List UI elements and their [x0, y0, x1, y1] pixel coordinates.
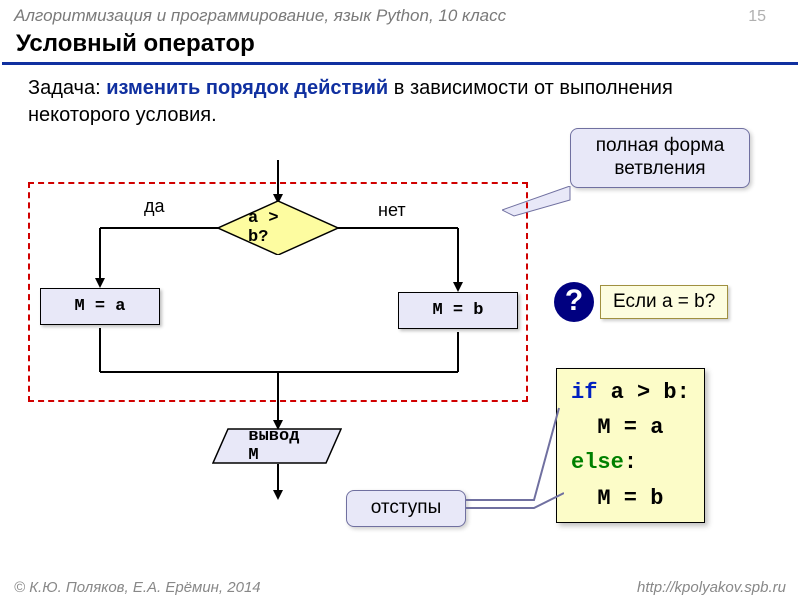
arrow-left-branch-icon [92, 222, 222, 292]
code-block: if a > b: M = a else: M = b [556, 368, 705, 523]
callout-full-form: полная форма ветвления [570, 128, 750, 188]
merge-lines-icon [92, 324, 466, 434]
header-title-main: Алгоритмизация и программирование, язык [14, 6, 376, 25]
header-title: Алгоритмизация и программирование, язык … [14, 6, 506, 26]
no-label: нет [378, 200, 406, 221]
task-highlight: изменить порядок действий [106, 77, 388, 99]
task-text: Задача: изменить порядок действий в зави… [0, 65, 800, 135]
output-box: вывод M [212, 428, 342, 464]
arrow-entry-icon [270, 160, 286, 204]
slide-footer: © К.Ю. Поляков, Е.А. Ерёмин, 2014 http:/… [0, 579, 800, 596]
header-title-grade: , 10 класс [429, 6, 506, 25]
yes-label: да [144, 196, 165, 217]
kw-if: if [571, 380, 597, 405]
kw-else: else [571, 450, 624, 475]
output-text: вывод M [248, 427, 310, 465]
code-body1: M = a [571, 415, 663, 440]
process-left: M = a [40, 288, 160, 325]
slide-header: Алгоритмизация и программирование, язык … [0, 0, 800, 28]
callout-indents: отступы [346, 490, 466, 527]
arrow-right-branch-icon [336, 222, 466, 296]
page-number: 15 [748, 8, 766, 26]
callout-indents-pointer-icon [464, 398, 564, 518]
code-cond: a > b: [597, 380, 689, 405]
section-title: Условный оператор [2, 28, 798, 65]
question-mark-icon: ? [554, 282, 594, 322]
header-title-lang: Python [376, 6, 429, 25]
decision-text: a > b? [248, 209, 308, 247]
decision-diamond: a > b? [218, 201, 338, 255]
footer-right: http://kpolyakov.spb.ru [637, 579, 786, 596]
footer-left: © К.Ю. Поляков, Е.А. Ерёмин, 2014 [14, 579, 261, 596]
code-colon: : [624, 450, 637, 475]
question-row: ? Если a = b? [554, 282, 728, 322]
task-prefix: Задача: [28, 77, 106, 99]
code-body2: M = b [571, 486, 663, 511]
question-text: Если a = b? [600, 285, 728, 319]
arrow-exit-icon [270, 464, 286, 502]
